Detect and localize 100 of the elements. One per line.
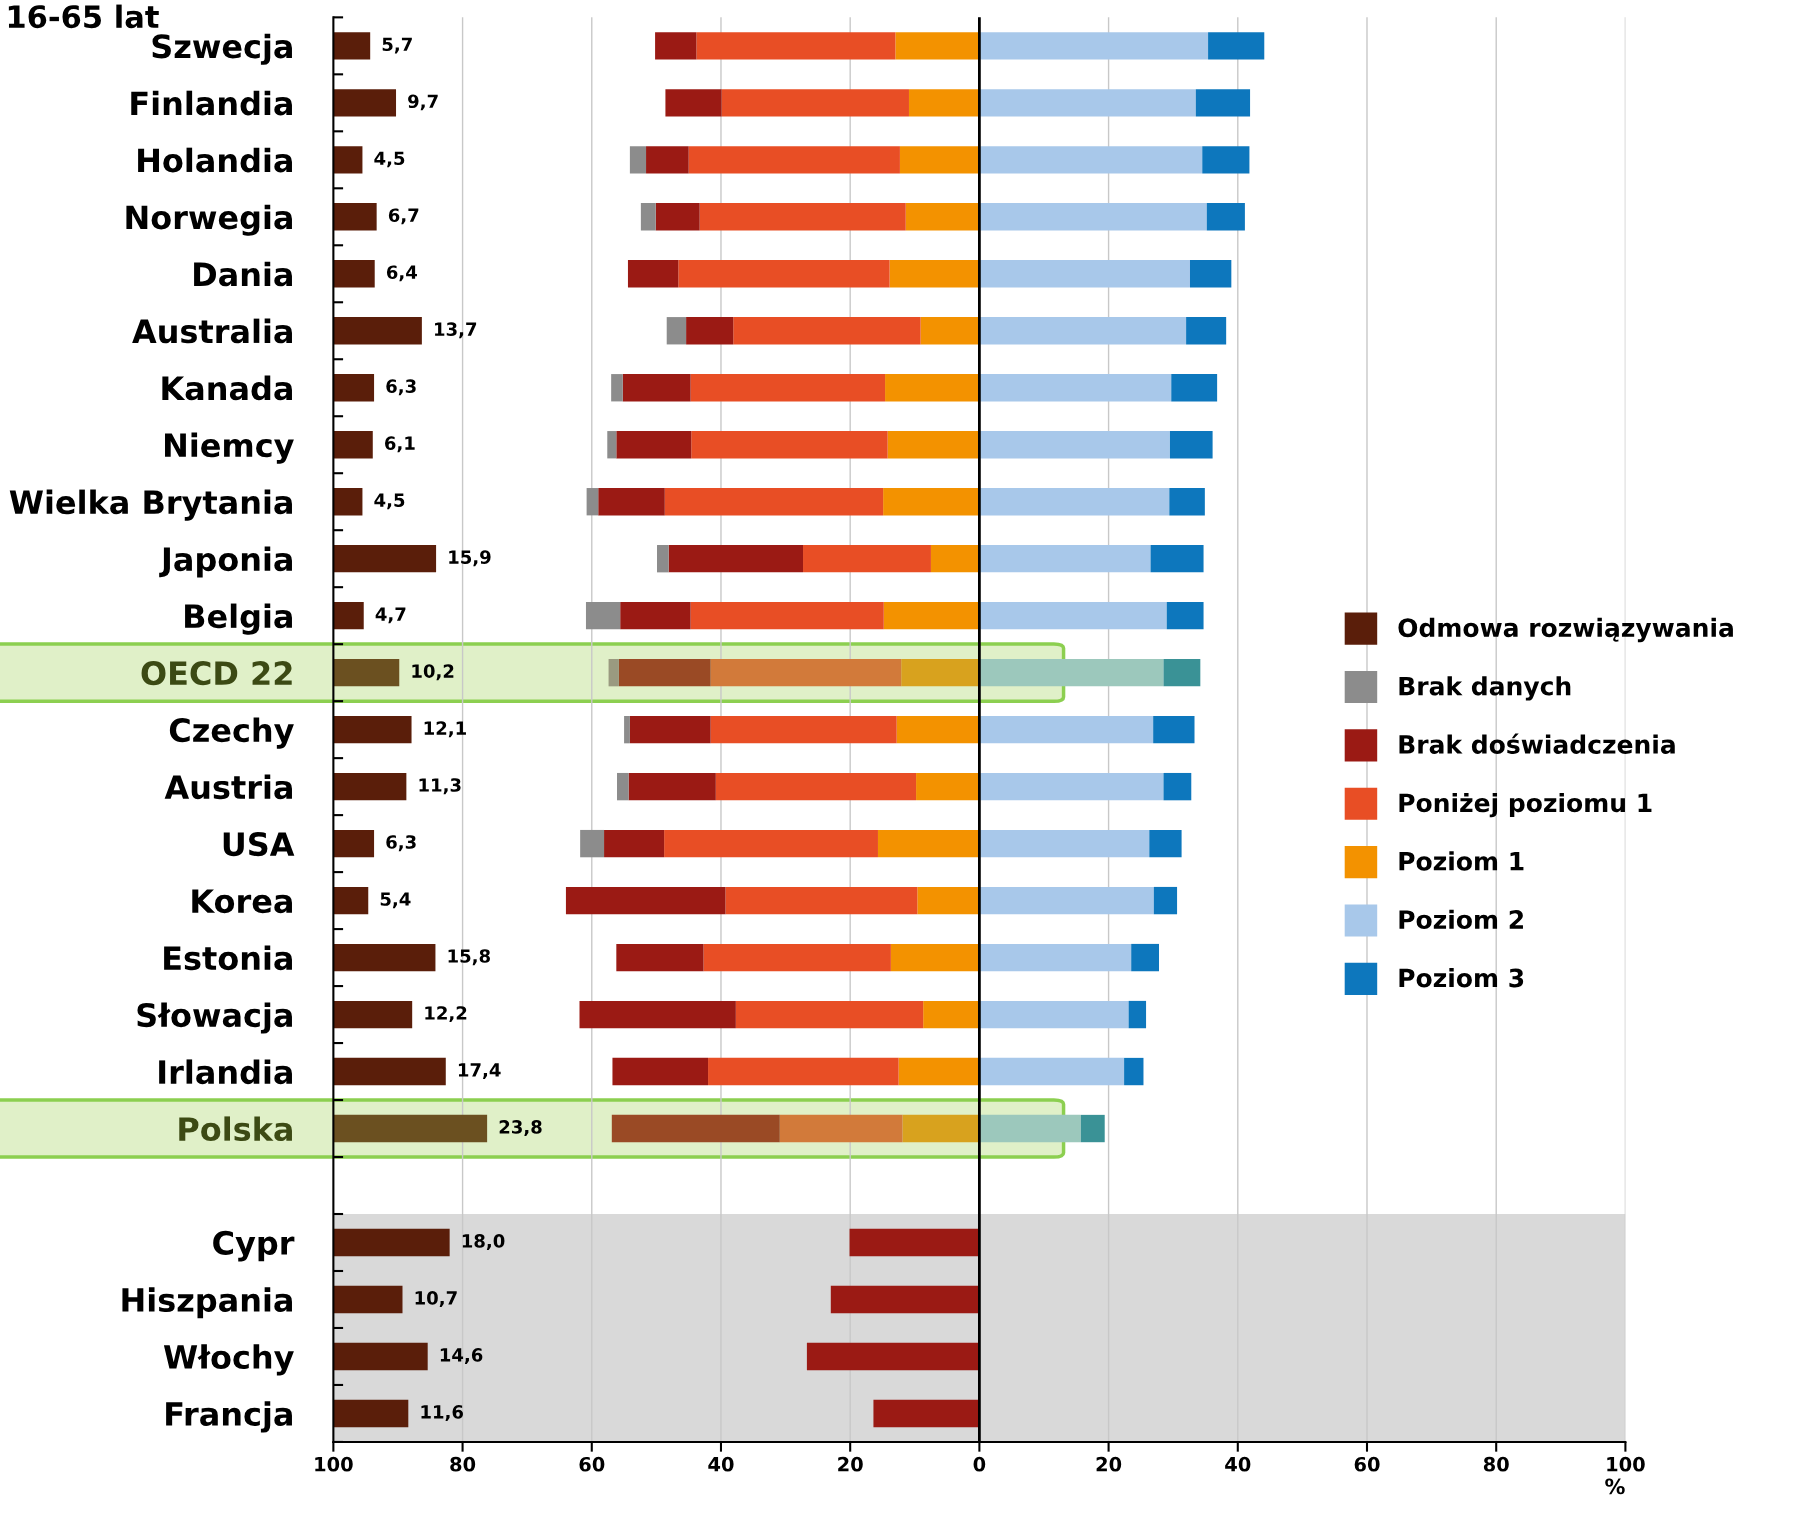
bar xyxy=(598,488,665,516)
bar xyxy=(333,1000,413,1029)
data-label: 6,3 xyxy=(386,835,416,852)
bar xyxy=(657,545,669,573)
data-label: 5,7 xyxy=(382,37,412,54)
legend-label: Brak danych xyxy=(1399,676,1571,701)
bar xyxy=(979,715,1154,744)
bar xyxy=(333,829,375,858)
bar xyxy=(1166,602,1204,630)
bar xyxy=(1186,317,1227,345)
bar xyxy=(708,1057,899,1086)
y-tick-label: Niemcy xyxy=(165,432,294,464)
data-label: 17,4 xyxy=(458,1063,501,1080)
data-label: 12,2 xyxy=(425,1006,467,1023)
y-tick-label: Austria xyxy=(164,774,292,800)
bar xyxy=(890,943,980,972)
bar xyxy=(979,32,1209,60)
bar xyxy=(979,374,1172,402)
data-label: 15,9 xyxy=(449,550,491,567)
data-label: 14,6 xyxy=(440,1348,483,1365)
bar xyxy=(721,89,909,117)
bar xyxy=(579,1000,736,1029)
bar xyxy=(887,431,980,459)
y-tick-label: USA xyxy=(223,832,295,857)
bar xyxy=(565,886,726,915)
x-axis-title: % xyxy=(1605,1478,1625,1495)
bar xyxy=(899,146,980,174)
bar xyxy=(616,431,692,459)
bar xyxy=(905,203,980,231)
bar xyxy=(333,943,436,972)
bar xyxy=(1153,715,1195,744)
bar xyxy=(333,203,377,231)
bar xyxy=(664,829,878,858)
legend-label: Brak doświadczenia xyxy=(1399,733,1675,754)
bar xyxy=(917,886,980,915)
bar xyxy=(725,886,918,915)
y-tick-label: OECD 22 xyxy=(141,661,292,686)
legend-label: Poziom 3 xyxy=(1399,968,1524,988)
bar xyxy=(333,488,363,516)
bar xyxy=(690,374,886,402)
bar xyxy=(604,829,665,858)
data-label: 10,2 xyxy=(412,664,454,681)
bar xyxy=(686,317,734,345)
bar xyxy=(715,772,917,801)
data-label: 6,1 xyxy=(385,436,415,453)
x-tick-label: 60 xyxy=(579,1456,605,1472)
bar xyxy=(979,260,1190,288)
bar xyxy=(1202,146,1250,174)
bar xyxy=(618,658,711,687)
y-tick-label: Australia xyxy=(132,318,292,344)
bar xyxy=(696,32,896,60)
bar xyxy=(779,1114,903,1143)
data-label: 4,7 xyxy=(375,607,406,624)
bar xyxy=(612,1057,709,1086)
bar xyxy=(920,317,980,345)
bar xyxy=(607,431,617,459)
bar xyxy=(616,943,704,972)
bar xyxy=(1163,658,1201,687)
data-label: 15,8 xyxy=(448,949,490,966)
bar xyxy=(611,374,623,402)
bar xyxy=(979,772,1164,801)
data-label: 6,4 xyxy=(386,265,417,282)
bar xyxy=(896,715,980,744)
bar xyxy=(1171,374,1218,402)
bar xyxy=(333,1399,409,1428)
bar xyxy=(979,1114,1081,1143)
bar xyxy=(1189,260,1232,288)
bar xyxy=(703,943,891,972)
bar xyxy=(622,374,691,402)
bar xyxy=(883,488,980,516)
bar xyxy=(1208,32,1265,60)
data-label: 12,1 xyxy=(424,721,466,738)
bar xyxy=(979,488,1170,516)
legend-label: Odmowa rozwiązywania xyxy=(1398,617,1733,643)
bar xyxy=(1195,89,1251,117)
data-label: 18,0 xyxy=(462,1234,505,1251)
bar xyxy=(690,602,884,630)
bar xyxy=(979,89,1196,117)
bar xyxy=(733,317,921,345)
bar xyxy=(979,602,1167,630)
bar xyxy=(627,260,679,288)
bar xyxy=(830,1285,980,1314)
bar xyxy=(620,602,691,630)
bar xyxy=(979,829,1150,858)
bar xyxy=(629,146,647,174)
bar xyxy=(883,602,980,630)
bar xyxy=(1128,1000,1147,1029)
bar xyxy=(916,772,980,801)
data-label: 11,6 xyxy=(421,1405,463,1421)
bar xyxy=(1131,943,1159,972)
bar xyxy=(699,203,906,231)
y-tick-label: Norwegia xyxy=(126,204,292,236)
bar xyxy=(1169,431,1213,459)
data-label: 4,5 xyxy=(374,151,405,168)
data-label: 23,8 xyxy=(499,1120,542,1137)
bar xyxy=(624,715,630,744)
bar xyxy=(333,1342,428,1371)
x-tick-label: 100 xyxy=(1607,1456,1645,1472)
bar xyxy=(333,602,364,630)
data-label: 13,7 xyxy=(435,322,477,339)
